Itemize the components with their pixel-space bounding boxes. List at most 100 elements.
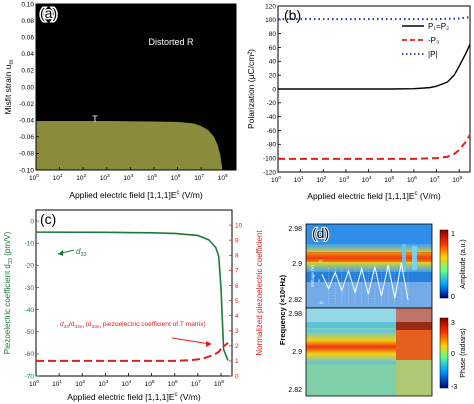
x-tick-label: 107 [430, 175, 440, 184]
y-tick-label: -20 [267, 100, 277, 107]
arrow-ratio [171, 337, 211, 345]
legend-label-p: |P| [428, 50, 438, 59]
x-tick-label: 102 [316, 175, 326, 184]
ytick-label: 2.9 [292, 349, 302, 356]
x-tick-label: 105 [145, 379, 155, 388]
x-tick-label: 107 [191, 379, 201, 388]
y-tick-label: 100 [265, 17, 276, 24]
colorbar-tick: 0 [451, 351, 455, 358]
panel-label: (c) [40, 211, 56, 227]
x-tick-label: 105 [147, 173, 157, 182]
series-line-1 [278, 134, 471, 160]
y-tick-label: 9 [235, 237, 239, 244]
x-tick-label: 102 [75, 379, 85, 388]
x-tick-label: 100 [29, 173, 39, 182]
ytick-label: 2.82 [288, 297, 302, 304]
y-tick-label: -10 [25, 241, 35, 248]
region-label-t: T [92, 114, 98, 124]
y-tick-label: 60 [269, 45, 277, 52]
y-tick-label: -0.08 [19, 151, 34, 158]
y-tick-label: -40 [267, 114, 277, 121]
x-tick-label: 106 [168, 379, 178, 388]
y-tick-label: 0 [30, 218, 34, 225]
panel-b: 100 101 102 103 104 105 106 107 108 120 100 80 60 40… [246, 3, 471, 201]
colorbar-tick: -3 [451, 384, 457, 391]
annotation-d33: d33 [76, 247, 87, 258]
y-tick-label: 0.06 [21, 35, 34, 42]
x-tick-label: 103 [339, 175, 349, 184]
y-tick-label: 5 [235, 298, 239, 305]
x-tick-label: 101 [294, 175, 304, 184]
x-tick-label: 108 [452, 175, 462, 184]
colorbar-tick: 0 [451, 294, 455, 301]
y-tick-label: -120 [263, 169, 276, 176]
region-label-r: Distorted R [148, 37, 194, 47]
y-tick-label: -70 [25, 373, 35, 380]
x-axis-label: Applied electric field [1,1,1]Ec (V/m) [67, 392, 201, 402]
y-tick-label: 0 [272, 86, 276, 93]
y-tick-label: 4 [235, 313, 239, 320]
x-tick-label: 104 [362, 175, 372, 184]
y-tick-label: -0.10 [19, 167, 34, 174]
y-tick-label: -60 [267, 128, 277, 135]
inset-ytick: -10 [318, 300, 325, 305]
voltage-wave [321, 262, 409, 301]
y-tick-label: -0.04 [19, 118, 34, 125]
colorbar-phase [439, 317, 449, 389]
panel-label: (a) [40, 5, 57, 21]
x-tick-label: 101 [53, 173, 63, 182]
x-tick-label: 101 [52, 379, 62, 388]
y-tick-label: 0 [235, 373, 239, 380]
x-axis-label: Applied electric field [1,1,1]Ec (V/m) [69, 190, 203, 200]
y-tick-label: 0.02 [21, 68, 34, 75]
y-tick-label: 120 [265, 3, 276, 10]
plot-frame [35, 209, 233, 377]
x-tick-label: 104 [123, 173, 133, 182]
y-tick-label: -50 [25, 329, 35, 336]
ytick-label: 2.98 [288, 311, 302, 318]
x-tick-label: 103 [98, 379, 108, 388]
y2-axis-label: Normalized piezoelectric coefficient [255, 230, 264, 356]
y-tick-label: 20 [269, 72, 277, 79]
y-tick-label: -80 [267, 142, 277, 149]
amplitude-map [306, 224, 432, 308]
x-tick-label: 103 [100, 173, 110, 182]
y-tick-label: 3 [235, 328, 239, 335]
inset-y-label: Voltage (V) [310, 264, 315, 287]
series-line-0 [278, 43, 471, 90]
x-axis-label: Applied electric field [1,1,1]Ec (V/m) [307, 191, 441, 201]
y-axis-label: Piezoelectric coefficient d33 (pm/V) [3, 231, 14, 354]
y-tick-label: -60 [25, 351, 35, 358]
x-tick-label: 106 [171, 173, 181, 182]
phase-map [306, 308, 432, 396]
y-tick-label: 80 [269, 31, 277, 38]
x-tick-label: 108 [214, 379, 224, 388]
y-tick-label: 0.10 [21, 1, 34, 8]
arrowhead-d33 [58, 250, 63, 256]
y-tick-label: 10 [235, 222, 243, 229]
colorbar-label: Amplitude (a.u.) [460, 239, 467, 288]
y-tick-label: -40 [25, 307, 35, 314]
legend-label-p1p2: P₁=P₂ [428, 22, 449, 31]
x-tick-label: 104 [122, 379, 132, 388]
ytick-label: 2.98 [288, 226, 302, 233]
x-tick-label: 106 [407, 175, 417, 184]
ytick-label: 2.9 [292, 261, 302, 268]
y-axis-label: Frequency (×10⁶Hz) [278, 274, 287, 345]
y-tick-label: 40 [269, 59, 277, 66]
series-line-d33 [35, 231, 229, 361]
y-tick-label: -30 [25, 285, 35, 292]
legend-label-p3: -P₃ [428, 36, 439, 45]
y-axis-label: Misfit strain um [3, 59, 15, 114]
x-tick-label: 100 [29, 379, 39, 388]
y-tick-label: -0.02 [19, 101, 34, 108]
colorbar-label: Phase (radians) [460, 328, 467, 377]
legend: P₁=P₂ -P₃ |P| [402, 22, 449, 59]
y-tick-label: 0.04 [21, 51, 34, 58]
inset-ytick: 10 [318, 258, 323, 263]
y-tick-label: 6 [235, 283, 239, 290]
x-tick-label: 108 [218, 173, 228, 182]
region-t [36, 121, 223, 170]
y-tick-label: -20 [25, 263, 35, 270]
